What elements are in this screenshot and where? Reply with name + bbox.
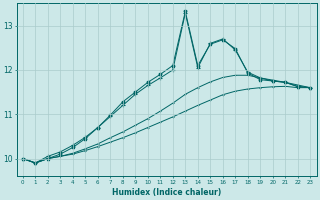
X-axis label: Humidex (Indice chaleur): Humidex (Indice chaleur) xyxy=(112,188,221,197)
